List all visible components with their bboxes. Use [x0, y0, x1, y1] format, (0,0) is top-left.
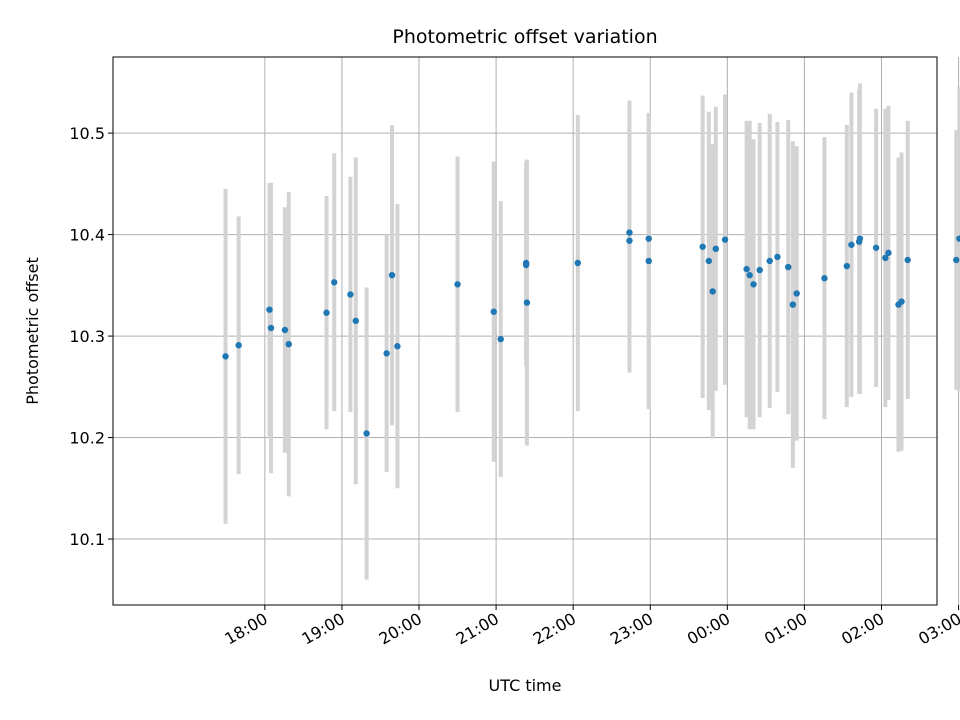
- data-point: [956, 235, 960, 242]
- x-tick-label: 01:00: [761, 609, 810, 649]
- data-point: [856, 235, 864, 242]
- data-point: [454, 281, 461, 288]
- data-point: [331, 279, 338, 286]
- x-tick-label: 00:00: [684, 609, 733, 649]
- data-point: [705, 257, 713, 265]
- data-point: [882, 254, 889, 262]
- data-point: [323, 309, 330, 316]
- x-tick-label: 03:00: [915, 609, 960, 649]
- x-tick-label: 19:00: [298, 609, 347, 649]
- x-tick-label: 18:00: [221, 609, 270, 649]
- data-point: [774, 253, 781, 261]
- data-point: [756, 266, 763, 274]
- data-point: [352, 317, 360, 325]
- data-points: [222, 229, 960, 437]
- data-point: [793, 290, 800, 297]
- x-tick-label: 02:00: [838, 609, 887, 649]
- data-point: [766, 257, 773, 265]
- y-tick-label: 10.3: [69, 327, 105, 346]
- data-point: [266, 306, 273, 313]
- error-bars: [223, 83, 960, 580]
- data-point: [721, 236, 729, 243]
- data-point: [750, 281, 757, 288]
- data-point: [645, 235, 652, 242]
- data-point: [904, 256, 911, 264]
- data-point: [383, 350, 390, 357]
- data-point: [712, 245, 719, 252]
- data-point: [626, 237, 633, 244]
- data-point: [746, 271, 753, 279]
- data-point: [267, 324, 275, 332]
- data-point: [490, 308, 497, 315]
- data-point: [872, 244, 880, 251]
- data-point: [843, 262, 851, 270]
- data-point: [785, 263, 792, 271]
- y-tick-label: 10.4: [69, 226, 105, 245]
- data-point: [848, 241, 855, 248]
- data-point: [626, 229, 633, 236]
- x-tick-label: 22:00: [530, 609, 579, 649]
- x-tick-label: 23:00: [607, 609, 656, 649]
- data-point: [363, 430, 370, 437]
- y-tick-label: 10.5: [69, 124, 105, 143]
- y-axis-ticks: 10.1 10.2 10.3 10.4 10.5: [69, 124, 113, 549]
- data-point: [222, 353, 229, 360]
- chart-title: Photometric offset variation: [392, 26, 657, 48]
- data-point: [953, 256, 960, 264]
- y-axis-label: Photometric offset: [23, 257, 42, 405]
- data-point: [281, 326, 289, 334]
- data-point: [522, 261, 530, 269]
- x-axis-ticks: 18:00 19:00 20:00 21:00 22:00 23:00 00:00 01:00…: [221, 605, 960, 649]
- data-point: [709, 288, 716, 295]
- data-point: [821, 275, 828, 282]
- x-tick-label: 21:00: [453, 609, 502, 649]
- data-point: [388, 271, 396, 279]
- data-point: [743, 265, 750, 273]
- plot-frame: [112, 56, 938, 606]
- data-point: [347, 291, 354, 298]
- y-tick-label: 10.2: [69, 429, 105, 448]
- data-point: [645, 257, 652, 265]
- data-point: [699, 243, 706, 250]
- data-point: [885, 249, 892, 257]
- x-tick-label: 20:00: [376, 609, 425, 649]
- data-point: [394, 343, 401, 350]
- y-tick-label: 10.1: [69, 530, 105, 549]
- data-point: [285, 340, 292, 348]
- x-axis-label: UTC time: [489, 676, 562, 695]
- data-point: [523, 299, 531, 306]
- data-point: [898, 298, 905, 305]
- data-point: [235, 342, 242, 349]
- data-point: [574, 259, 582, 267]
- data-point: [497, 335, 504, 343]
- data-point: [789, 301, 797, 308]
